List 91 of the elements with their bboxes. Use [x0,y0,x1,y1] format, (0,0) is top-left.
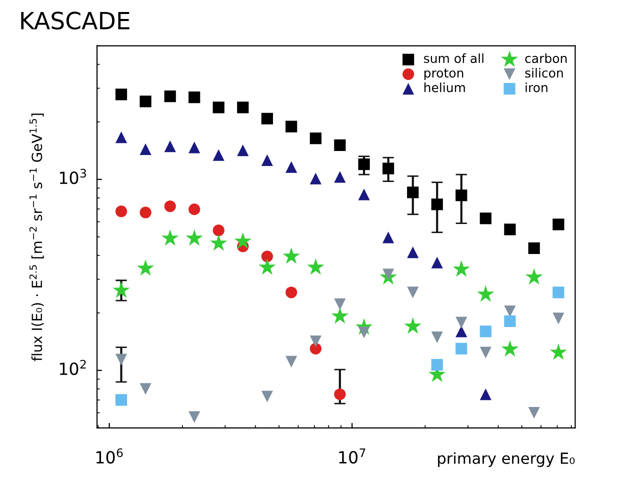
point [310,132,322,144]
point [480,346,492,358]
point [161,229,179,246]
chart-title: KASCADE [21,12,130,30]
point [480,388,492,400]
point [212,102,224,114]
point [261,112,273,124]
point [358,158,370,170]
point [164,140,176,152]
point [112,281,130,298]
legend-label: iron [526,82,548,92]
point [286,356,298,368]
point [552,218,564,230]
point [210,234,228,251]
point [382,162,394,174]
point [212,149,224,161]
point [140,206,152,218]
point [115,132,128,144]
point [115,394,128,406]
point [136,259,154,276]
point [188,142,200,154]
point [334,298,346,310]
text: flux I(E₀) · E$^{2.5}$ [m$^{−2}$ sr$^{−1}$ s$^{−1}$ GeV$^{1.5}$] [29,114,44,362]
point [452,260,470,277]
point [261,154,273,166]
y-tick-label: 10$^{2}$ [60,360,86,376]
point [431,358,443,371]
point [528,406,540,419]
point [501,340,519,357]
point [307,258,324,275]
legend-label: helium [424,82,465,92]
point [477,285,494,302]
point [188,411,200,423]
point [431,198,443,210]
legend-label: sum of all [424,53,484,64]
point [334,171,346,183]
point [431,256,443,268]
point [404,317,422,334]
point [407,286,419,298]
point [164,90,176,102]
point [456,190,468,202]
point [456,342,468,354]
point [140,383,152,395]
point [188,91,200,104]
point [186,229,203,246]
point [480,326,492,338]
y-tick-label: 10$^{3}$ [60,168,86,184]
legend-label: carbon [525,53,567,64]
x-axis-title: primary energy E₀ [438,452,575,467]
point [140,143,152,155]
x-tick-label: 10$^{6}$ [96,448,123,464]
point [286,120,298,132]
point [334,139,346,151]
point [382,232,394,244]
point [407,186,419,198]
point [552,286,564,298]
point [115,206,128,218]
point [115,88,128,100]
point [504,224,516,236]
point [525,268,543,285]
point [212,224,224,236]
point [188,204,200,216]
point [334,388,346,400]
point [164,200,176,212]
point [431,332,443,344]
point [234,232,252,249]
point [456,326,468,338]
point [261,390,273,402]
legend-label: proton [424,68,464,80]
x-tick-label: 10$^{7}$ [339,448,366,464]
point [310,172,322,184]
point [261,250,273,262]
point [282,247,300,264]
point [504,315,516,327]
point [358,188,370,200]
point [286,286,298,298]
point [237,144,249,156]
legend-label: silicon [525,68,563,78]
point [550,343,568,360]
point [140,96,152,108]
point [528,242,540,254]
point [456,316,468,328]
point [286,161,298,173]
point [310,335,322,348]
point [407,246,419,258]
point [480,212,492,224]
point [331,307,349,324]
point [115,354,128,366]
point [258,258,276,275]
point [237,102,249,114]
point [552,312,564,324]
